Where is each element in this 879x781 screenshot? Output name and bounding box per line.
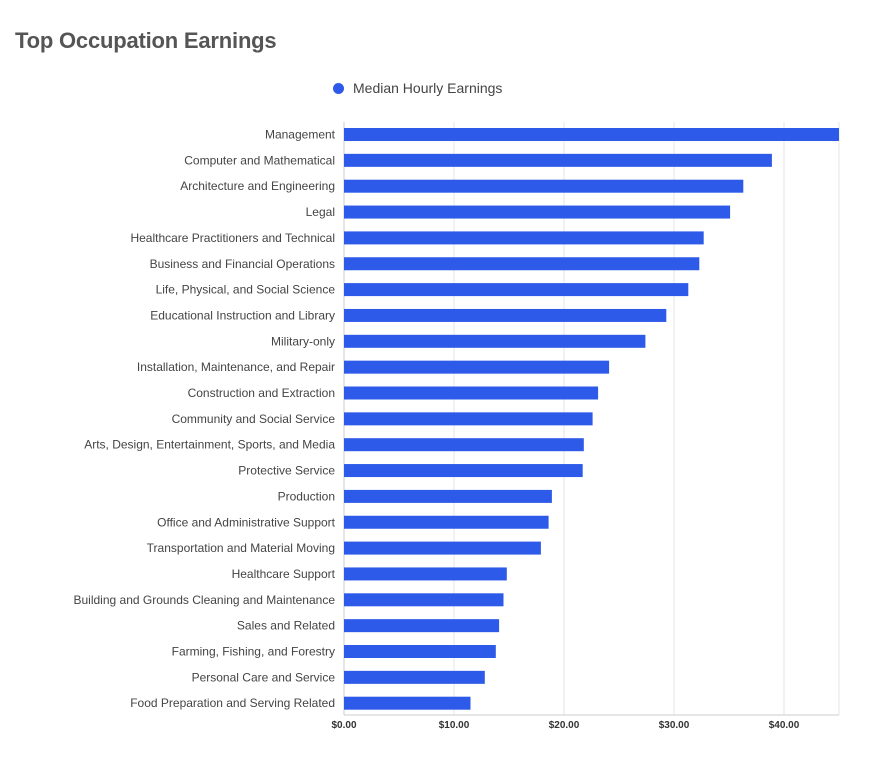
category-label: Arts, Design, Entertainment, Sports, and… <box>84 438 335 452</box>
bar[interactable] <box>344 670 485 684</box>
category-label: Community and Social Service <box>172 412 336 426</box>
category-label: Production <box>278 489 335 503</box>
bar[interactable] <box>344 283 689 297</box>
category-label: Military-only <box>271 334 335 348</box>
bar[interactable] <box>344 386 599 400</box>
bar[interactable] <box>344 619 500 633</box>
bar[interactable] <box>344 541 541 555</box>
x-tick-label: $0.00 <box>331 720 356 731</box>
category-label: Healthcare Practitioners and Technical <box>130 231 335 245</box>
category-label: Building and Grounds Cleaning and Mainte… <box>73 593 335 607</box>
chart-title: Top Occupation Earnings <box>15 28 277 53</box>
category-label: Farming, Fishing, and Forestry <box>172 645 335 659</box>
category-labels: Management Computer and Mathematical Archi… <box>73 128 335 711</box>
bar[interactable] <box>344 438 584 452</box>
bar[interactable] <box>344 179 744 193</box>
bar[interactable] <box>344 593 504 607</box>
category-label: Healthcare Support <box>232 567 336 581</box>
x-tick-label: $30.00 <box>659 720 690 731</box>
category-label: Life, Physical, and Social Science <box>156 283 336 297</box>
category-label: Protective Service <box>238 464 335 478</box>
bars <box>344 128 839 710</box>
bar[interactable] <box>344 360 610 374</box>
legend-label: Median Hourly Earnings <box>353 80 503 96</box>
category-label: Food Preparation and Serving Related <box>130 696 335 710</box>
category-label: Legal <box>306 205 335 219</box>
bar[interactable] <box>344 696 471 710</box>
bar[interactable] <box>344 489 552 503</box>
category-label: Installation, Maintenance, and Repair <box>137 360 335 374</box>
x-tick-label: $20.00 <box>549 720 580 731</box>
category-label: Transportation and Material Moving <box>147 541 335 555</box>
category-label: Architecture and Engineering <box>180 179 335 193</box>
category-label: Computer and Mathematical <box>184 153 335 167</box>
bar[interactable] <box>344 567 507 581</box>
bar[interactable] <box>344 257 700 271</box>
bar[interactable] <box>344 231 704 245</box>
x-tick-label: $40.00 <box>769 720 800 731</box>
bar[interactable] <box>344 128 839 141</box>
category-label: Construction and Extraction <box>188 386 335 400</box>
category-label: Business and Financial Operations <box>150 257 335 271</box>
bar[interactable] <box>344 515 549 529</box>
category-label: Sales and Related <box>237 619 335 633</box>
legend-swatch <box>333 82 344 94</box>
x-axis-ticks: $0.00 $10.00 $20.00 $30.00 $40.00 <box>331 720 799 731</box>
bar[interactable] <box>344 205 731 219</box>
legend[interactable]: Median Hourly Earnings <box>333 80 502 96</box>
category-label: Office and Administrative Support <box>157 515 336 529</box>
bar[interactable] <box>344 645 496 658</box>
category-label: Personal Care and Service <box>192 670 336 684</box>
bar[interactable] <box>344 334 646 348</box>
x-tick-label: $10.00 <box>439 720 470 731</box>
bar[interactable] <box>344 308 667 322</box>
bar[interactable] <box>344 464 583 478</box>
category-label: Management <box>265 128 336 142</box>
bar[interactable] <box>344 412 593 426</box>
category-label: Educational Instruction and Library <box>150 308 335 322</box>
bar[interactable] <box>344 153 772 167</box>
